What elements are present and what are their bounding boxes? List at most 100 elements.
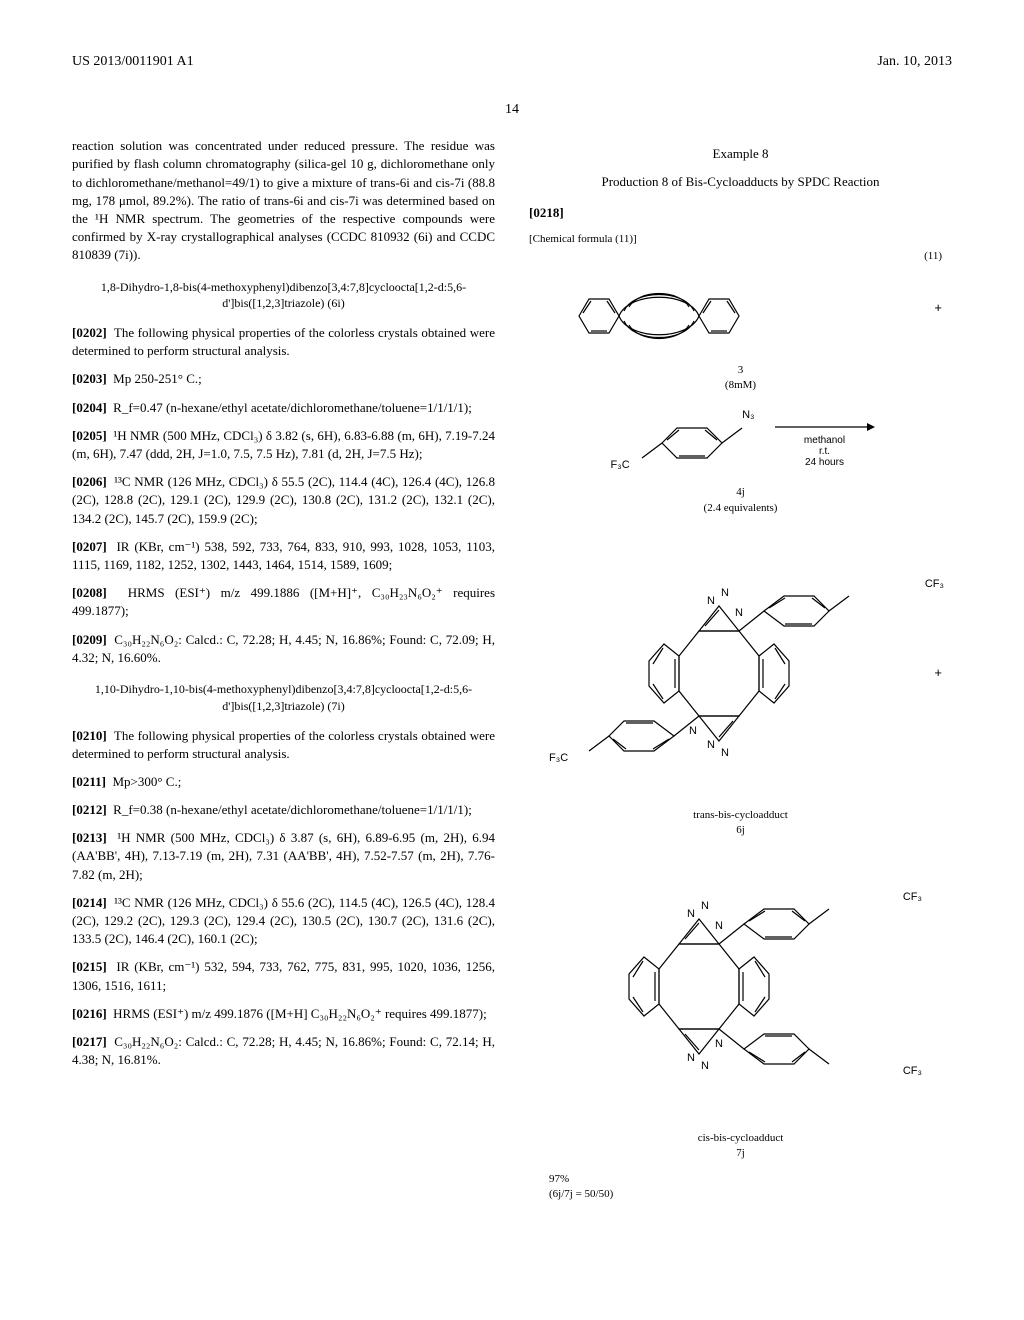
svg-text:N: N: [715, 920, 723, 932]
paragraph-0204: [0204] R_f=0.47 (n-hexane/ethyl acetate/…: [72, 399, 495, 417]
cf3-bot-7j: CF₃: [903, 1065, 922, 1077]
structure-reagent-3: +: [529, 271, 952, 361]
paragraph-0205: [0205] ¹H NMR (500 MHz, CDCl₃) δ 3.82 (s…: [72, 427, 495, 463]
structure-reagent-4j: N₃ F₃C: [607, 403, 757, 483]
svg-text:N: N: [721, 747, 729, 759]
paragraph-0215: [0215] IR (KBr, cm⁻¹) 532, 594, 733, 762…: [72, 958, 495, 994]
para-text-0210: The following physical properties of the…: [72, 728, 495, 761]
para-num-0218: [0218]: [529, 205, 564, 220]
reagent-3-label: 3 (8mM): [529, 363, 952, 394]
para-text-0203: Mp 250-251° C.;: [113, 371, 202, 386]
para-text-0202: The following physical properties of the…: [72, 325, 495, 358]
para-num-0204: [0204]: [72, 400, 107, 415]
arrow-temp: r.t.: [775, 446, 875, 457]
para-num-0207: [0207]: [72, 539, 107, 554]
para-text-0206: ¹³C NMR (126 MHz, CDCl₃) δ 55.5 (2C), 11…: [72, 474, 495, 525]
publication-number: US 2013/0011901 A1: [72, 52, 194, 72]
cf3-bot-6j: F₃C: [549, 752, 568, 764]
chemical-formula-label: [Chemical formula (11)]: [529, 232, 952, 247]
reagent-4j-label: 4j (2.4 equivalents): [529, 485, 952, 516]
svg-text:N: N: [701, 1060, 709, 1072]
arrow-time: 24 hours: [775, 457, 875, 468]
page-number: 14: [72, 100, 952, 120]
right-column: Example 8 Production 8 of Bis-Cycloadduc…: [529, 137, 952, 1206]
svg-reagent-4j: [607, 403, 757, 483]
para-num-0215: [0215]: [72, 959, 107, 974]
example-title: Example 8: [529, 145, 952, 163]
compound-7i-title: 1,10-Dihydro-1,10-bis(4-methoxyphenyl)di…: [92, 681, 475, 715]
structure-reagent-4j-row: N₃ F₃C methanol r.t. 24 hours: [529, 403, 952, 483]
intro-paragraph: reaction solution was concentrated under…: [72, 137, 495, 264]
paragraph-0207: [0207] IR (KBr, cm⁻¹) 538, 592, 733, 764…: [72, 538, 495, 574]
cf3-top-7j: CF₃: [903, 891, 922, 903]
svg-text:N: N: [687, 1052, 695, 1064]
cf3-label-4j: F₃C: [611, 459, 630, 471]
svg-text:N: N: [707, 739, 715, 751]
paragraph-0208: [0208] HRMS (ESI⁺) m/z 499.1886 ([M+H]⁺,…: [72, 584, 495, 620]
paragraph-0206: [0206] ¹³C NMR (126 MHz, CDCl₃) δ 55.5 (…: [72, 473, 495, 528]
scheme-number: (11): [529, 249, 952, 264]
paragraph-0213: [0213] ¹H NMR (500 MHz, CDCl₃) δ 3.87 (s…: [72, 829, 495, 884]
reaction-arrow: methanol r.t. 24 hours: [775, 419, 875, 468]
paragraph-0211: [0211] Mp>300° C.;: [72, 773, 495, 791]
cf3-top-6j: CF₃: [925, 578, 944, 590]
paragraph-0216: [0216] HRMS (ESI⁺) m/z 499.1876 ([M+H] C…: [72, 1005, 495, 1023]
example-subtitle: Production 8 of Bis-Cycloadducts by SPDC…: [529, 173, 952, 191]
para-num-0214: [0214]: [72, 895, 107, 910]
para-text-0208: HRMS (ESI⁺) m/z 499.1886 ([M+H]⁺, C₃₀H₂₃…: [72, 585, 495, 618]
two-column-layout: reaction solution was concentrated under…: [72, 137, 952, 1206]
svg-text:N: N: [687, 908, 695, 920]
para-text-0217: C₃₀H₂₂N₆O₂: Calcd.: C, 72.28; H, 4.45; N…: [72, 1034, 495, 1067]
para-text-0207: IR (KBr, cm⁻¹) 538, 592, 733, 764, 833, …: [72, 539, 495, 572]
product-7j-caption: cis-bis-cycloadduct 7j: [529, 1131, 952, 1162]
para-text-0213: ¹H NMR (500 MHz, CDCl₃) δ 3.87 (s, 6H), …: [72, 830, 495, 881]
paragraph-0212: [0212] R_f=0.38 (n-hexane/ethyl acetate/…: [72, 801, 495, 819]
yield-note: 97% (6j/7j = 50/50): [529, 1172, 952, 1203]
svg-text:N: N: [735, 607, 743, 619]
paragraph-0214: [0214] ¹³C NMR (126 MHz, CDCl₃) δ 55.6 (…: [72, 894, 495, 949]
para-text-0215: IR (KBr, cm⁻¹) 532, 594, 733, 762, 775, …: [72, 959, 495, 992]
para-num-0216: [0216]: [72, 1006, 107, 1021]
arrow-icon: [775, 419, 875, 435]
reaction-scheme: + 3 (8mM): [529, 267, 952, 1207]
n3-label: N₃: [742, 409, 754, 421]
product-6j-caption: trans-bis-cycloadduct 6j: [529, 808, 952, 839]
para-num-0211: [0211]: [72, 774, 106, 789]
svg-text:N: N: [707, 595, 715, 607]
plus-2: +: [934, 666, 942, 680]
para-text-0214: ¹³C NMR (126 MHz, CDCl₃) δ 55.6 (2C), 11…: [72, 895, 495, 946]
paragraph-0209: [0209] C₃₀H₂₂N₆O₂: Calcd.: C, 72.28; H, …: [72, 631, 495, 667]
paragraph-0203: [0203] Mp 250-251° C.;: [72, 370, 495, 388]
svg-product-6j: N N N N N N: [529, 536, 889, 806]
para-num-0217: [0217]: [72, 1034, 107, 1049]
svg-text:N: N: [701, 900, 709, 912]
para-text-0205: ¹H NMR (500 MHz, CDCl₃) δ 3.82 (s, 6H), …: [72, 428, 495, 461]
para-num-0208: [0208]: [72, 585, 107, 600]
para-text-0209: C₃₀H₂₂N₆O₂: Calcd.: C, 72.28; H, 4.45; N…: [72, 632, 495, 665]
paragraph-0217: [0217] C₃₀H₂₂N₆O₂: Calcd.: C, 72.28; H, …: [72, 1033, 495, 1069]
plus-1: +: [934, 301, 942, 315]
publication-date: Jan. 10, 2013: [877, 52, 952, 72]
para-num-0205: [0205]: [72, 428, 107, 443]
para-num-0212: [0212]: [72, 802, 107, 817]
paragraph-0210: [0210] The following physical properties…: [72, 727, 495, 763]
svg-text:N: N: [689, 725, 697, 737]
svg-product-7j: N N N N N N: [529, 849, 889, 1129]
structure-product-6j: N N N N N N CF₃ F₃C +: [529, 536, 952, 806]
para-num-0209: [0209]: [72, 632, 107, 647]
para-text-0204: R_f=0.47 (n-hexane/ethyl acetate/dichlor…: [113, 400, 472, 415]
left-column: reaction solution was concentrated under…: [72, 137, 495, 1206]
svg-text:N: N: [715, 1038, 723, 1050]
paragraph-0218: [0218]: [529, 204, 952, 222]
page-header: US 2013/0011901 A1 Jan. 10, 2013: [72, 52, 952, 72]
para-num-0213: [0213]: [72, 830, 107, 845]
para-num-0203: [0203]: [72, 371, 107, 386]
arrow-solvent: methanol: [775, 435, 875, 446]
svg-text:N: N: [721, 587, 729, 599]
para-text-0211: Mp>300° C.;: [112, 774, 181, 789]
para-num-0206: [0206]: [72, 474, 107, 489]
compound-6i-title: 1,8-Dihydro-1,8-bis(4-methoxyphenyl)dibe…: [92, 279, 475, 313]
para-text-0216: HRMS (ESI⁺) m/z 499.1876 ([M+H] C₃₀H₂₂N₆…: [113, 1006, 487, 1021]
para-num-0210: [0210]: [72, 728, 107, 743]
paragraph-0202: [0202] The following physical properties…: [72, 324, 495, 360]
